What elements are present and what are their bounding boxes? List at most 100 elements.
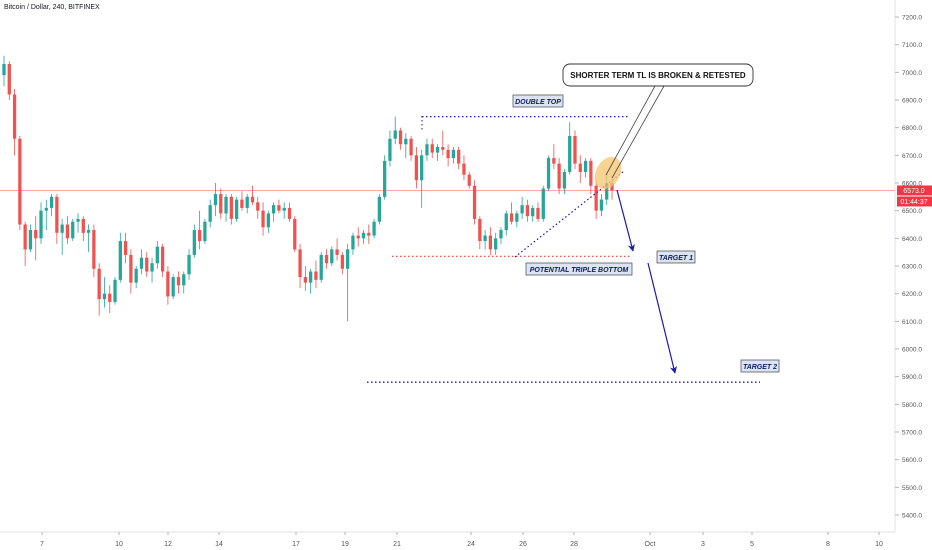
candle-body — [351, 235, 355, 250]
target-1-arrow — [616, 189, 635, 252]
candle-body — [134, 268, 138, 283]
price-tick-label: 6200.0 — [902, 291, 922, 298]
time-tick-label: Oct — [645, 541, 656, 548]
candle-body — [118, 241, 122, 280]
candle-body — [166, 271, 170, 297]
candle-body — [287, 207, 292, 219]
price-tick-label: 6900.0 — [902, 98, 922, 105]
candle-body — [250, 196, 255, 203]
candle-body — [60, 224, 64, 233]
candle-body — [578, 163, 582, 172]
candle-body — [203, 221, 207, 242]
candle-body — [261, 210, 265, 228]
time-tick-label: 7 — [40, 541, 44, 548]
candle-body — [605, 183, 609, 200]
candle-body — [155, 246, 159, 264]
candle-body — [383, 160, 387, 197]
callout-box: SHORTER TERM TL IS BROKEN & RETESTED — [562, 63, 754, 87]
candle-body — [71, 221, 75, 239]
time-tick-label: 14 — [215, 541, 223, 548]
candle-body — [420, 155, 424, 181]
candle-body — [393, 130, 397, 139]
candle-body — [324, 254, 329, 264]
target-2-arrow — [647, 262, 677, 374]
target-1-label: TARGET 1 — [656, 250, 696, 264]
candle-body — [346, 249, 350, 269]
candle-body — [483, 235, 487, 242]
candle-body — [171, 277, 175, 297]
candle-body — [494, 238, 498, 250]
candle-body — [219, 194, 223, 214]
time-scale[interactable]: 7 10 12 14 17 19 21 24 26 28 Oct 3 5 8 10 — [40, 532, 883, 548]
candle-body — [414, 155, 419, 181]
candle-body — [451, 149, 456, 159]
candle-body — [150, 263, 154, 272]
candle-body — [319, 254, 323, 280]
svg-text:TARGET 1: TARGET 1 — [659, 255, 693, 262]
time-tick-label: 21 — [393, 541, 401, 548]
time-tick-label: 19 — [341, 541, 349, 548]
candle-body — [509, 213, 514, 222]
candle-body — [594, 185, 598, 211]
candle-body — [76, 218, 80, 222]
time-tick-label: 10 — [875, 541, 883, 548]
price-tick-label: 5800.0 — [902, 402, 922, 409]
price-scale[interactable]: 7200.0 7100.0 7000.0 6900.0 6800.0 6700.0 6600… — [895, 15, 922, 520]
price-tick-label: 7000.0 — [902, 70, 922, 77]
candle-body — [377, 196, 382, 222]
candle-body — [2, 64, 6, 76]
candle-body — [462, 163, 466, 175]
candle-body — [536, 207, 540, 219]
candle-body — [520, 205, 524, 214]
price-tick-label: 6000.0 — [902, 347, 922, 354]
candle-body — [409, 138, 413, 156]
candle-body — [224, 196, 228, 214]
candle-body — [499, 230, 503, 239]
candle-body — [478, 218, 482, 242]
candle-body — [7, 64, 11, 95]
price-tick-label: 6300.0 — [902, 264, 922, 271]
candle-body — [557, 163, 561, 189]
callout-pointer-2 — [611, 85, 665, 179]
candle-body — [277, 205, 281, 211]
candle-body — [197, 230, 202, 242]
retest-highlight — [594, 156, 622, 190]
candle-body — [541, 188, 545, 219]
candle-body — [568, 135, 572, 172]
candle-body — [372, 221, 376, 236]
candle-body — [330, 249, 334, 264]
price-tick-label: 5700.0 — [902, 430, 922, 437]
candle-body — [240, 199, 244, 208]
candle-body — [610, 183, 614, 191]
price-tick-label: 6500.0 — [902, 208, 922, 215]
price-tick-label: 7100.0 — [902, 42, 922, 49]
price-tick-label: 5500.0 — [902, 485, 922, 492]
candle-body — [44, 207, 48, 211]
candle-body — [213, 194, 218, 206]
candle-body — [446, 149, 450, 159]
candle-body — [425, 144, 429, 156]
drawings — [367, 85, 760, 383]
candle-body — [139, 257, 144, 269]
candle-body — [282, 207, 286, 211]
candle-body — [573, 135, 577, 164]
candle-body — [92, 230, 96, 269]
time-tick-label: 10 — [115, 541, 123, 548]
candle-body — [546, 158, 551, 189]
candle-body — [229, 196, 233, 219]
time-tick-label: 12 — [164, 541, 172, 548]
price-tick-label: 5400.0 — [902, 513, 922, 520]
svg-text:TARGET 2: TARGET 2 — [743, 364, 777, 371]
candle-body — [129, 254, 133, 283]
candle-body — [160, 246, 165, 272]
candle-body — [145, 257, 149, 272]
time-tick-label: 24 — [467, 541, 475, 548]
candle-body — [245, 196, 249, 208]
candle-body — [39, 210, 43, 239]
price-tick-label: 7200.0 — [902, 15, 922, 22]
time-tick-label: 17 — [292, 541, 300, 548]
candle-body — [309, 271, 313, 283]
candle-body — [361, 232, 366, 239]
candle-body — [404, 138, 408, 145]
